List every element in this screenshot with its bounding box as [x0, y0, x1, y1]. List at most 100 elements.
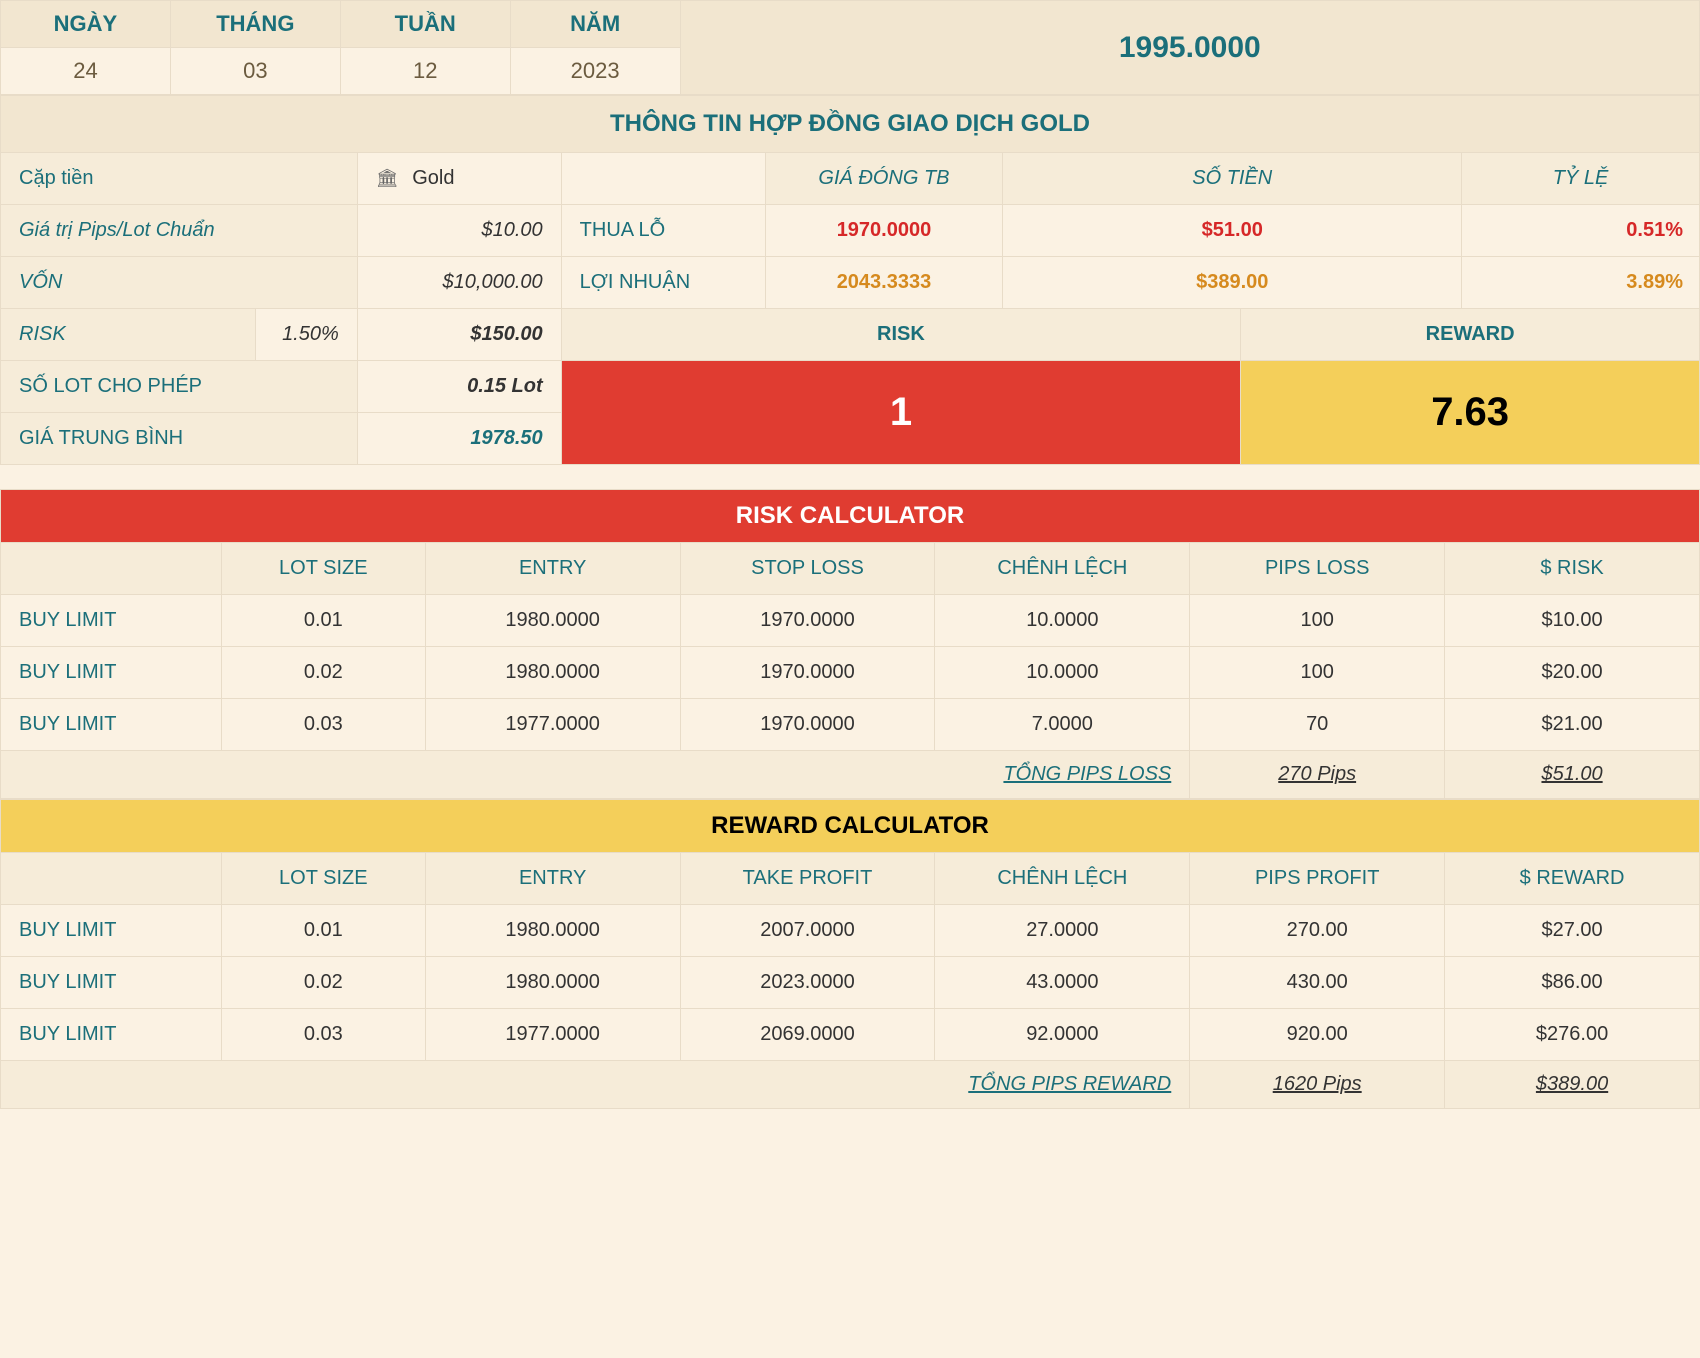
risk-cell: 0.01	[221, 595, 425, 647]
risk-cell: BUY LIMIT	[1, 647, 222, 699]
reward-cell: $27.00	[1445, 905, 1700, 957]
reward-cell: 1980.0000	[425, 957, 680, 1009]
loss-label: THUA LỖ	[561, 205, 765, 257]
risk-footer-pips: 270 Pips	[1190, 751, 1445, 799]
risk-row: BUY LIMIT0.011980.00001970.000010.000010…	[1, 595, 1700, 647]
reward-cell: 270.00	[1190, 905, 1445, 957]
reward-row: BUY LIMIT0.011980.00002007.000027.000027…	[1, 905, 1700, 957]
risk-cell: 1980.0000	[425, 595, 680, 647]
reward-calc-header-row: LOT SIZE ENTRY TAKE PROFIT CHÊNH LỆCH PI…	[1, 853, 1700, 905]
rc-h1: LOT SIZE	[221, 543, 425, 595]
reward-cell: 1980.0000	[425, 905, 680, 957]
risk-label: RISK	[1, 309, 256, 361]
value-year: 2023	[510, 48, 680, 95]
col-ratio: TỶ LỆ	[1462, 153, 1700, 205]
avg-value: 1978.50	[357, 413, 561, 465]
lot-label: SỐ LOT CHO PHÉP	[1, 361, 358, 413]
reward-cell: 0.01	[221, 905, 425, 957]
rc-h0	[1, 543, 222, 595]
wc-h6: $ REWARD	[1445, 853, 1700, 905]
rc-h6: $ RISK	[1445, 543, 1700, 595]
risk-cell: 100	[1190, 647, 1445, 699]
value-month: 03	[170, 48, 340, 95]
wc-h1: LOT SIZE	[221, 853, 425, 905]
risk-cell: 1970.0000	[680, 647, 935, 699]
risk-cell: $21.00	[1445, 699, 1700, 751]
reward-cell: $276.00	[1445, 1009, 1700, 1061]
wc-h3: TAKE PROFIT	[680, 853, 935, 905]
risk-calc-title: RISK CALCULATOR	[1, 490, 1700, 543]
lot-value: 0.15 Lot	[357, 361, 561, 413]
risk-cell: $20.00	[1445, 647, 1700, 699]
current-price: 1995.0000	[680, 1, 1699, 95]
reward-footer-amt: $389.00	[1445, 1061, 1700, 1109]
wc-h5: PIPS PROFIT	[1190, 853, 1445, 905]
risk-calc-footer: TỔNG PIPS LOSS 270 Pips $51.00	[1, 751, 1700, 799]
rc-h3: STOP LOSS	[680, 543, 935, 595]
trading-sheet: NGÀY THÁNG TUẦN NĂM 1995.0000 24 03 12 2…	[0, 0, 1700, 1109]
risk-cell: 0.03	[221, 699, 425, 751]
contract-info-table: THÔNG TIN HỢP ĐỒNG GIAO DỊCH GOLD Cặp ti…	[0, 95, 1700, 465]
reward-cell: BUY LIMIT	[1, 957, 222, 1009]
col-amount: SỐ TIỀN	[1003, 153, 1462, 205]
profit-label: LỢI NHUẬN	[561, 257, 765, 309]
reward-cell: 27.0000	[935, 905, 1190, 957]
reward-cell: 2007.0000	[680, 905, 935, 957]
wc-h0	[1, 853, 222, 905]
risk-ratio-value: 1	[561, 361, 1241, 465]
pip-label: Giá trị Pips/Lot Chuẩn	[1, 205, 358, 257]
wc-h4: CHÊNH LỆCH	[935, 853, 1190, 905]
reward-row: BUY LIMIT0.031977.00002069.000092.000092…	[1, 1009, 1700, 1061]
reward-cell: BUY LIMIT	[1, 905, 222, 957]
reward-calc-footer: TỔNG PIPS REWARD 1620 Pips $389.00	[1, 1061, 1700, 1109]
loss-amount: $51.00	[1003, 205, 1462, 257]
risk-cell: 10.0000	[935, 647, 1190, 699]
reward-cell: 0.03	[221, 1009, 425, 1061]
pair-value: 🏛 Gold	[357, 153, 561, 205]
loss-ratio: 0.51%	[1462, 205, 1700, 257]
reward-cell: $86.00	[1445, 957, 1700, 1009]
reward-cell: 1977.0000	[425, 1009, 680, 1061]
reward-cell: 430.00	[1190, 957, 1445, 1009]
reward-cell: 920.00	[1190, 1009, 1445, 1061]
rr-reward-head: REWARD	[1241, 309, 1700, 361]
risk-cell: BUY LIMIT	[1, 699, 222, 751]
risk-calc-table: RISK CALCULATOR LOT SIZE ENTRY STOP LOSS…	[0, 489, 1700, 799]
rc-h4: CHÊNH LỆCH	[935, 543, 1190, 595]
col-close: GIÁ ĐÓNG TB	[765, 153, 1003, 205]
label-day: NGÀY	[1, 1, 171, 48]
risk-cell: 1980.0000	[425, 647, 680, 699]
risk-cell: $10.00	[1445, 595, 1700, 647]
risk-cell: BUY LIMIT	[1, 595, 222, 647]
pair-label: Cặp tiền	[1, 153, 358, 205]
date-price-table: NGÀY THÁNG TUẦN NĂM 1995.0000 24 03 12 2…	[0, 0, 1700, 95]
risk-cell: 1977.0000	[425, 699, 680, 751]
risk-cell: 7.0000	[935, 699, 1190, 751]
risk-calc-header-row: LOT SIZE ENTRY STOP LOSS CHÊNH LỆCH PIPS…	[1, 543, 1700, 595]
reward-cell: BUY LIMIT	[1, 1009, 222, 1061]
bank-icon: 🏛	[376, 168, 399, 188]
contract-title: THÔNG TIN HỢP ĐỒNG GIAO DỊCH GOLD	[1, 96, 1700, 153]
capital-value: $10,000.00	[357, 257, 561, 309]
risk-cell: 1970.0000	[680, 699, 935, 751]
risk-cell: 70	[1190, 699, 1445, 751]
label-year: NĂM	[510, 1, 680, 48]
reward-cell: 92.0000	[935, 1009, 1190, 1061]
value-day: 24	[1, 48, 171, 95]
label-week: TUẦN	[340, 1, 510, 48]
avg-label: GIÁ TRUNG BÌNH	[1, 413, 358, 465]
reward-calc-table: REWARD CALCULATOR LOT SIZE ENTRY TAKE PR…	[0, 799, 1700, 1109]
reward-footer-pips: 1620 Pips	[1190, 1061, 1445, 1109]
risk-amt: $150.00	[357, 309, 561, 361]
risk-row: BUY LIMIT0.021980.00001970.000010.000010…	[1, 647, 1700, 699]
rc-h5: PIPS LOSS	[1190, 543, 1445, 595]
loss-close: 1970.0000	[765, 205, 1003, 257]
pair-text: Gold	[412, 167, 454, 189]
risk-cell: 100	[1190, 595, 1445, 647]
spacer	[0, 465, 1700, 489]
reward-ratio-value: 7.63	[1241, 361, 1700, 465]
risk-cell: 0.02	[221, 647, 425, 699]
risk-row: BUY LIMIT0.031977.00001970.00007.000070$…	[1, 699, 1700, 751]
risk-cell: 1970.0000	[680, 595, 935, 647]
reward-cell: 2069.0000	[680, 1009, 935, 1061]
